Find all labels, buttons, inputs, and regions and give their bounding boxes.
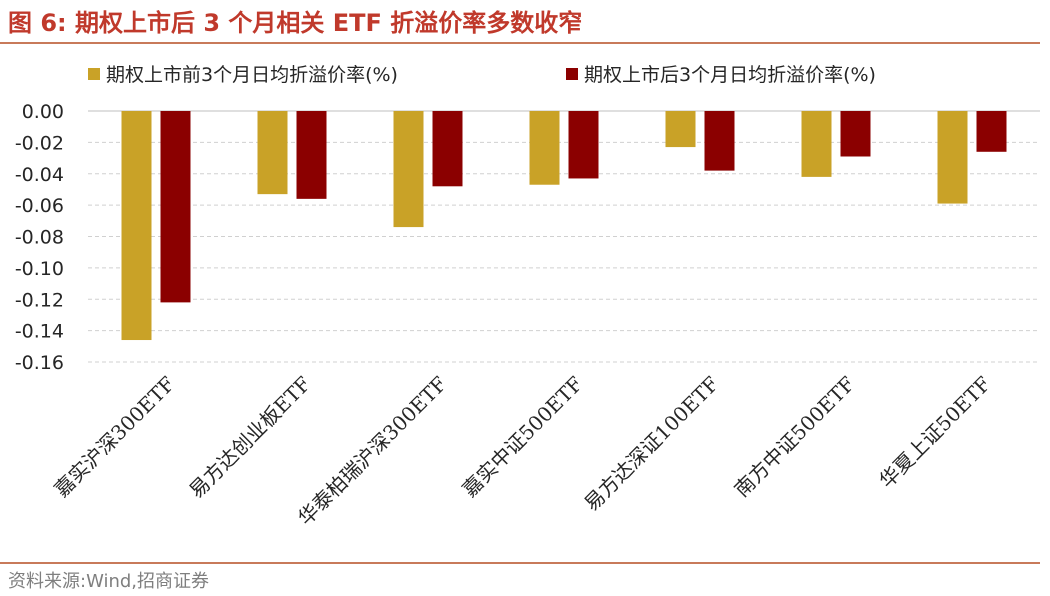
- bar-before-6: [801, 111, 832, 177]
- source-rule: [0, 562, 1040, 564]
- legend-swatch-before: [88, 67, 100, 80]
- legend-label-before: 期权上市前3个月日均折溢价率(%): [106, 64, 398, 86]
- legend-label-after: 期权上市后3个月日均折溢价率(%): [584, 64, 876, 86]
- bar-before-4: [529, 111, 560, 185]
- legend-swatch-after: [566, 67, 578, 80]
- x-category-label: 易方达深证100ETF: [579, 371, 723, 515]
- bars: [121, 111, 1007, 341]
- y-tick-label: -0.16: [15, 352, 64, 374]
- y-tick-label: -0.06: [15, 195, 64, 217]
- bar-chart: 0.00 -0.02 -0.04 -0.06 -0.08 -0.10 -0.12 -0.14 -…: [15, 101, 1040, 530]
- y-tick-label: -0.10: [15, 258, 64, 280]
- bar-before-1: [121, 111, 152, 341]
- y-tick-label: -0.12: [15, 289, 64, 311]
- y-axis-ticks: 0.00 -0.02 -0.04 -0.06 -0.08 -0.10 -0.12 -0.14 -…: [15, 101, 64, 374]
- gridlines: [88, 110, 1040, 363]
- x-category-label: 华泰柏瑞沪深300ETF: [293, 371, 451, 529]
- y-tick-label: -0.14: [15, 321, 64, 343]
- bar-after-2: [296, 111, 327, 199]
- x-category-label: 嘉实沪深300ETF: [49, 371, 179, 501]
- x-category-label: 南方中证500ETF: [729, 371, 859, 501]
- x-category-label: 易方达创业板ETF: [184, 371, 315, 502]
- title-rule: [0, 42, 1040, 44]
- legend-item-after: 期权上市后3个月日均折溢价率(%): [566, 60, 876, 87]
- source-note: 资料来源:Wind,招商证券: [8, 571, 210, 592]
- bar-after-4: [568, 111, 599, 179]
- bar-after-6: [840, 111, 871, 157]
- x-category-label: 嘉实中证500ETF: [457, 371, 587, 501]
- figure-title: 图 6: 期权上市后 3 个月相关 ETF 折溢价率多数收窄: [8, 9, 583, 37]
- legend-item-before: 期权上市前3个月日均折溢价率(%): [88, 60, 398, 87]
- bar-before-7: [937, 111, 968, 204]
- y-tick-label: -0.04: [15, 164, 64, 186]
- bar-after-7: [976, 111, 1007, 152]
- y-tick-label: -0.08: [15, 227, 64, 249]
- y-tick-label: 0.00: [22, 101, 64, 123]
- bar-after-5: [704, 111, 735, 171]
- bar-after-3: [432, 111, 463, 187]
- x-category-label: 华夏上证50ETF: [874, 371, 995, 492]
- bar-before-2: [257, 111, 288, 195]
- y-tick-label: -0.02: [15, 132, 64, 154]
- bar-before-3: [393, 111, 424, 228]
- bar-after-1: [160, 111, 191, 303]
- bar-before-5: [665, 111, 696, 148]
